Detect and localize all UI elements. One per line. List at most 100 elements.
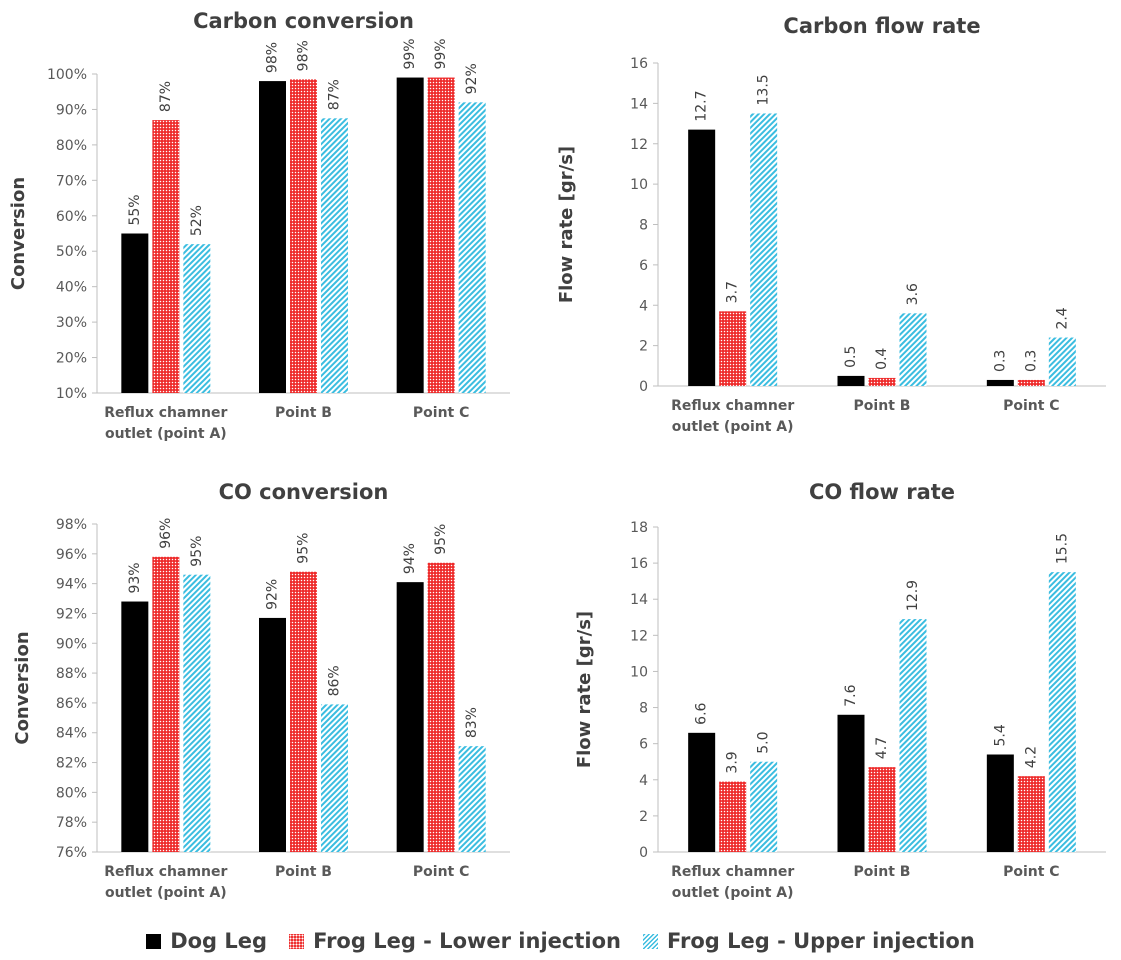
y-tick-label: 90% bbox=[56, 636, 87, 652]
y-tick-label: 14 bbox=[630, 592, 648, 608]
x-tick-label: outlet (point A) bbox=[672, 419, 794, 435]
bar-dog-leg bbox=[121, 233, 149, 393]
bar-dog-leg bbox=[688, 732, 716, 852]
y-tick-label: 78% bbox=[56, 815, 87, 831]
x-tick-label: Point C bbox=[413, 864, 470, 880]
data-label: 12.7 bbox=[694, 90, 710, 121]
data-label: 98% bbox=[265, 42, 281, 73]
legend-swatch-frog-leg-upper bbox=[642, 933, 658, 949]
legend-item-dog-leg: Dog Leg bbox=[146, 929, 267, 953]
chart-title: Carbon conversion bbox=[193, 9, 414, 33]
data-label: 4.2 bbox=[1023, 746, 1039, 768]
legend-item-frog-leg-lower: Frog Leg - Lower injection bbox=[289, 929, 621, 953]
y-tick-label: 86% bbox=[56, 696, 87, 712]
bar-frog-leg-upper bbox=[183, 244, 211, 393]
y-tick-label: 88% bbox=[56, 666, 87, 682]
chart-4: CO flow rate Flow rate [gr/s] 0 2 4 6 8 10 12 14 1… bbox=[574, 480, 1106, 901]
y-tick-label: 70% bbox=[56, 173, 87, 189]
y-axis-label: Flow rate [gr/s] bbox=[556, 146, 577, 303]
data-label: 99% bbox=[433, 38, 449, 69]
chart-title: CO conversion bbox=[219, 480, 389, 504]
y-tick-label: 6 bbox=[639, 258, 648, 274]
legend-swatch-dog-leg bbox=[146, 933, 162, 949]
data-label: 87% bbox=[158, 81, 174, 112]
chart-3: CO conversion Conversion 76% 78% 80% 82% 84% 86… bbox=[12, 480, 510, 901]
bar-frog-leg-upper bbox=[183, 574, 211, 852]
y-tick-label: 100% bbox=[47, 67, 87, 83]
data-label: 55% bbox=[127, 194, 143, 225]
data-label: 95% bbox=[296, 533, 312, 564]
x-tick-label: Point C bbox=[1003, 398, 1060, 414]
bar-dog-leg bbox=[837, 714, 865, 852]
x-tick-label: Reflux chamner bbox=[104, 405, 227, 421]
chart-title: Carbon flow rate bbox=[783, 14, 980, 38]
y-tick-label: 10% bbox=[56, 386, 87, 402]
data-label: 12.9 bbox=[905, 580, 921, 611]
y-tick-label: 60% bbox=[56, 209, 87, 225]
y-tick-label: 96% bbox=[56, 547, 87, 563]
x-tick-label: Point B bbox=[854, 864, 911, 880]
data-label: 94% bbox=[402, 543, 418, 574]
y-tick-label: 90% bbox=[56, 102, 87, 118]
bar-frog-leg-lower bbox=[152, 556, 180, 852]
bar-frog-leg-upper bbox=[458, 102, 486, 393]
data-label: 99% bbox=[402, 38, 418, 69]
data-label: 0.3 bbox=[992, 350, 1008, 372]
data-label: 52% bbox=[189, 205, 205, 236]
y-tick-label: 92% bbox=[56, 606, 87, 622]
y-tick-label: 14 bbox=[630, 96, 648, 112]
y-tick-label: 4 bbox=[639, 298, 648, 314]
y-tick-label: 10 bbox=[630, 177, 648, 193]
y-tick-label: 12 bbox=[630, 628, 648, 644]
y-axis-label: Flow rate [gr/s] bbox=[574, 611, 595, 768]
legend-swatch-frog-leg-lower bbox=[289, 933, 305, 949]
bar-frog-leg-lower bbox=[1017, 776, 1045, 852]
data-label: 95% bbox=[189, 536, 205, 567]
data-label: 6.6 bbox=[694, 702, 710, 724]
legend-label-dog-leg: Dog Leg bbox=[170, 929, 268, 953]
y-tick-label: 0 bbox=[639, 845, 648, 861]
data-label: 15.5 bbox=[1054, 533, 1070, 564]
bar-frog-leg-upper bbox=[750, 113, 778, 386]
data-label: 96% bbox=[158, 518, 174, 549]
x-tick-label: outlet (point A) bbox=[672, 885, 794, 901]
x-tick-label: outlet (point A) bbox=[105, 885, 227, 901]
x-tick-label: Point B bbox=[275, 864, 332, 880]
data-label: 86% bbox=[327, 665, 343, 696]
bar-dog-leg bbox=[688, 129, 716, 386]
y-tick-label: 4 bbox=[639, 773, 648, 789]
y-tick-label: 30% bbox=[56, 315, 87, 331]
bar-dog-leg bbox=[986, 379, 1014, 386]
legend-item-frog-leg-upper: Frog Leg - Upper injection bbox=[642, 929, 975, 953]
bar-frog-leg-lower bbox=[868, 377, 896, 386]
data-label: 3.9 bbox=[725, 751, 741, 773]
data-label: 95% bbox=[433, 524, 449, 555]
y-tick-label: 16 bbox=[630, 556, 648, 572]
bar-frog-leg-upper bbox=[750, 761, 778, 852]
legend-label-frog-leg-lower: Frog Leg - Lower injection bbox=[313, 929, 621, 953]
bar-frog-leg-upper bbox=[899, 313, 927, 386]
data-label: 2.4 bbox=[1054, 307, 1070, 329]
y-tick-label: 82% bbox=[56, 756, 87, 772]
bar-frog-leg-lower bbox=[427, 77, 455, 394]
bar-frog-leg-lower bbox=[868, 767, 896, 852]
bar-frog-leg-upper bbox=[458, 746, 486, 852]
bar-frog-leg-lower bbox=[719, 311, 747, 386]
data-label: 92% bbox=[464, 63, 480, 94]
y-tick-label: 0 bbox=[639, 379, 648, 395]
data-label: 0.3 bbox=[1023, 350, 1039, 372]
data-label: 5.0 bbox=[756, 731, 772, 753]
y-tick-label: 94% bbox=[56, 577, 87, 593]
bar-frog-leg-upper bbox=[1048, 337, 1076, 386]
bar-dog-leg bbox=[396, 582, 424, 852]
x-tick-label: outlet (point A) bbox=[105, 426, 227, 442]
bar-dog-leg bbox=[837, 375, 865, 386]
y-tick-label: 98% bbox=[56, 517, 87, 533]
y-tick-label: 80% bbox=[56, 785, 87, 801]
bar-frog-leg-lower bbox=[427, 562, 455, 852]
data-label: 83% bbox=[464, 707, 480, 738]
chart-title: CO flow rate bbox=[809, 480, 955, 504]
data-label: 92% bbox=[265, 579, 281, 610]
bar-frog-leg-lower bbox=[152, 120, 180, 394]
y-tick-label: 18 bbox=[630, 520, 648, 536]
